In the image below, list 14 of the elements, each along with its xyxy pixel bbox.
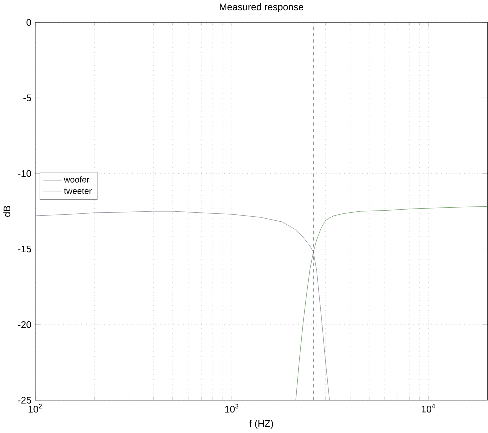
legend-label: tweeter (64, 188, 92, 194)
y-tick-label: 0 (26, 19, 32, 26)
x-tick-label: 10$^{4}$ (422, 404, 436, 413)
y-tick-label: -15 (18, 246, 32, 253)
x-tick-label: 10$^{2}$ (28, 404, 42, 414)
y-tick-label: -10 (18, 170, 32, 178)
y-tick-label: -25 (18, 397, 32, 404)
y-tick-label: -5 (24, 95, 32, 102)
y-axis-title: dB (4, 206, 11, 218)
x-tick-label: 10$^{3}$ (225, 404, 239, 414)
x-axis-title: f (HZ) (250, 420, 274, 430)
y-tick-label: -20 (18, 322, 32, 328)
legend-label: woofer (64, 176, 90, 184)
chart-title: Measured response (220, 4, 304, 13)
